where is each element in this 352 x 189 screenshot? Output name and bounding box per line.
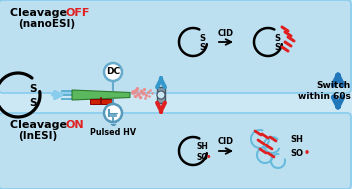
Text: S: S (199, 43, 205, 52)
Polygon shape (72, 90, 130, 100)
Text: S: S (274, 34, 280, 43)
Text: S: S (30, 84, 37, 94)
Text: Cleavage: Cleavage (10, 8, 71, 18)
Text: SH: SH (197, 142, 209, 151)
Text: •: • (304, 148, 310, 158)
FancyBboxPatch shape (0, 113, 351, 189)
Text: (nanoESI): (nanoESI) (18, 19, 75, 29)
Text: (InESI): (InESI) (18, 131, 57, 141)
Text: OFF: OFF (66, 8, 90, 18)
Text: SH: SH (290, 135, 303, 143)
Circle shape (157, 91, 165, 99)
Text: DC: DC (106, 67, 120, 77)
Text: CID: CID (218, 29, 234, 37)
Text: •: • (205, 153, 211, 162)
Circle shape (104, 63, 122, 81)
Text: SO: SO (197, 153, 209, 162)
Text: SO: SO (290, 149, 303, 157)
Text: Cleavage: Cleavage (10, 120, 71, 130)
Circle shape (104, 104, 122, 122)
Text: Switch
within 60s: Switch within 60s (298, 81, 351, 101)
Bar (90, 98, 112, 104)
Bar (157, 87, 165, 103)
Text: S: S (30, 98, 37, 108)
Text: S: S (274, 43, 280, 52)
FancyBboxPatch shape (0, 0, 351, 93)
Text: CID: CID (218, 138, 234, 146)
Text: Pulsed HV: Pulsed HV (90, 128, 136, 137)
Text: ON: ON (66, 120, 84, 130)
Text: S: S (199, 34, 205, 43)
